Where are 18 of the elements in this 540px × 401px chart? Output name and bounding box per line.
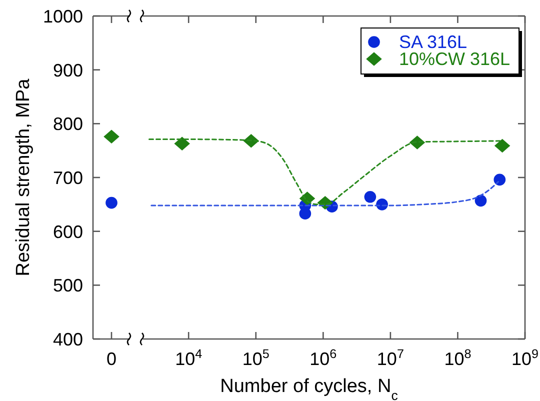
y-tick-label: 400	[52, 330, 83, 350]
legend-label: SA 316L	[399, 32, 468, 52]
y-tick-label: 700	[52, 168, 83, 188]
legend-label: 10%CW 316L	[399, 49, 510, 69]
x-tick-label: 10$^{6}$	[310, 347, 337, 369]
y-tick-label: 600	[52, 222, 83, 242]
y-tick-label: 500	[52, 276, 83, 296]
y-tick-label: 900	[52, 60, 83, 80]
x-tick-label: 10$^{9}$	[511, 347, 539, 369]
x-tick-label: 0	[106, 349, 117, 369]
x-tick-label: 10$^{5}$	[242, 347, 270, 369]
x-axis-title: Number of cycles, N$_{c}$	[220, 376, 398, 401]
y-tick-label: 800	[52, 114, 83, 134]
y-axis-title: Residual strength, MPa	[13, 78, 34, 276]
y-tick-label: 1000	[42, 6, 83, 26]
x-tick-label: 10$^{4}$	[175, 347, 202, 369]
x-tick-label: 10$^{8}$	[444, 347, 472, 369]
x-tick-label: 10$^{7}$	[376, 347, 404, 369]
